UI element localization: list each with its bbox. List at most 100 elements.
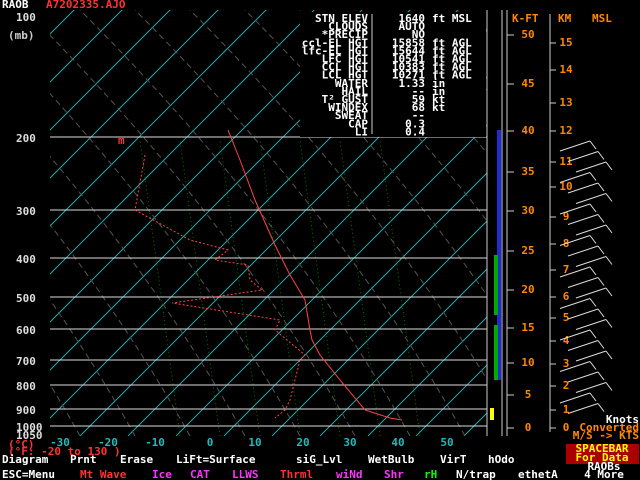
wind-staff <box>567 403 599 414</box>
mixing-ratio <box>379 139 421 436</box>
index-label: *PRECIP <box>322 28 369 41</box>
km-label: 0 <box>563 421 570 434</box>
isotherm <box>50 10 315 275</box>
wind-barb <box>597 182 605 192</box>
wind-staff <box>559 392 591 404</box>
pressure-label: 200 <box>16 132 36 145</box>
wind-barb <box>589 172 597 181</box>
wind-barb <box>589 203 597 213</box>
dewpoint-trace <box>134 154 306 419</box>
kft-label: 25 <box>521 244 534 257</box>
app-name: RAOB <box>2 0 29 11</box>
index-unit: kt <box>432 93 445 106</box>
kft-label: 5 <box>525 388 532 401</box>
wind-barb <box>597 340 605 349</box>
wind-staff <box>567 277 599 288</box>
temperature-trace <box>227 129 403 421</box>
menu-item: N/trap <box>456 468 496 480</box>
pressure-label: 800 <box>16 380 36 393</box>
wind-staff <box>575 319 607 330</box>
temp-label: 0 <box>207 436 214 449</box>
km-label: 12 <box>559 124 572 137</box>
index-unit: ft AGL <box>432 53 472 66</box>
index-value: 59 <box>412 93 425 106</box>
wind-barb <box>605 161 613 171</box>
index-label: LFC HGT <box>322 53 369 66</box>
isotherm <box>223 172 487 436</box>
menu-item: CAT <box>190 468 210 480</box>
wind-barb <box>597 151 605 160</box>
isotherm <box>367 316 487 436</box>
more-note: 4 More <box>584 468 624 480</box>
temp-label: 20 <box>296 436 309 449</box>
wind-note: Converted <box>579 421 639 434</box>
wind-barb <box>589 235 597 244</box>
temp-label: 10 <box>248 436 261 449</box>
more-note: RAOBs <box>587 460 620 473</box>
kft-label: 50 <box>521 28 534 41</box>
pressure-label: 1050 <box>16 429 43 442</box>
menu-item: Erase <box>120 453 153 466</box>
index-label: lfc-EL HGT <box>302 44 369 57</box>
wind-staff <box>559 329 591 341</box>
isotherm <box>50 10 123 83</box>
menu-item: VirT <box>440 453 467 466</box>
wind-barb <box>597 214 605 223</box>
wind-staff <box>559 266 591 278</box>
pressure-label: 300 <box>16 205 36 218</box>
kft-label: 45 <box>521 77 534 90</box>
isotherm <box>127 76 487 436</box>
wind-barb <box>589 266 597 276</box>
isotherm <box>271 220 487 436</box>
wind-barb <box>597 403 605 412</box>
index-label: CLOUDS <box>328 20 368 33</box>
km-label: 4 <box>563 334 570 347</box>
pressure-label: 1000 <box>16 421 43 434</box>
wind-staff <box>567 182 599 194</box>
mixing-ratio <box>339 139 381 436</box>
index-unit: kt <box>432 101 445 114</box>
file-name: A7202335.AJO <box>46 0 126 11</box>
pressure-label: 100 <box>16 11 36 24</box>
index-value: 68 <box>412 101 425 114</box>
wind-barb <box>605 319 613 328</box>
index-unit: ft AGL <box>432 36 472 49</box>
cloud-bar <box>494 325 498 380</box>
index-value: NO <box>412 28 426 41</box>
pressure-label: 600 <box>16 324 36 337</box>
index-value: 15858 <box>392 36 425 49</box>
data-prompt-box <box>566 444 639 464</box>
index-label: LCL HGT <box>322 69 369 82</box>
index-value: 0.4 <box>405 125 425 138</box>
isotherm <box>50 10 219 179</box>
wind-barb <box>589 392 597 402</box>
index-label: LI <box>355 125 368 138</box>
index-unit: ft MSL <box>432 12 472 25</box>
isotherm <box>50 10 267 227</box>
pressure-label: 700 <box>16 355 36 368</box>
wind-staff <box>559 140 591 152</box>
wind-staff <box>559 298 591 309</box>
mixing-ratio <box>299 139 341 436</box>
index-label: STN ELEV <box>315 12 368 25</box>
wind-staff <box>567 245 599 257</box>
index-label: CAP <box>348 117 368 130</box>
index-value: 1640 <box>399 12 426 25</box>
menu-item: rH <box>424 468 437 480</box>
wind-barb <box>605 382 613 391</box>
wind-barb <box>597 308 605 318</box>
wind-staff <box>559 235 591 246</box>
temp-label: 50 <box>440 436 453 449</box>
cloud-bar <box>494 255 498 315</box>
isotherm <box>50 10 171 131</box>
menu-item: Diagram <box>2 453 49 466</box>
wind-staff <box>567 340 599 351</box>
msl-title: MSL <box>592 12 612 25</box>
wind-barb <box>589 361 597 370</box>
index-value: -- <box>412 85 425 98</box>
wind-staff <box>559 203 591 215</box>
wind-staff <box>575 382 607 393</box>
index-unit: in <box>432 77 445 90</box>
pressure-label: 400 <box>16 253 36 266</box>
